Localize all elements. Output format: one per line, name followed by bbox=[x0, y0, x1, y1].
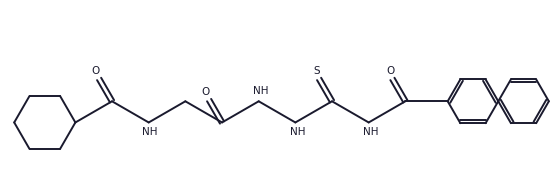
Text: O: O bbox=[386, 66, 394, 76]
Text: NH: NH bbox=[290, 127, 305, 137]
Text: O: O bbox=[202, 88, 209, 98]
Text: NH: NH bbox=[363, 127, 379, 137]
Text: NH: NH bbox=[142, 127, 157, 137]
Text: NH: NH bbox=[253, 86, 269, 96]
Text: O: O bbox=[91, 66, 100, 76]
Text: S: S bbox=[314, 66, 320, 76]
